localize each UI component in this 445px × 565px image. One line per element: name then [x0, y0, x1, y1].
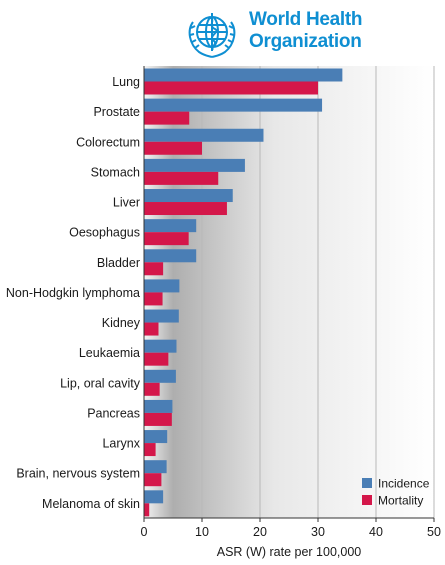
bar-incidence [144, 460, 167, 474]
bar-incidence [144, 369, 176, 383]
legend: Incidence Mortality [362, 477, 430, 508]
bar-incidence [144, 68, 343, 82]
x-tick-label: 10 [195, 525, 209, 539]
who-logo: World Health Organization [183, 6, 373, 62]
legend-mortality-swatch [362, 495, 372, 505]
bar-incidence [144, 339, 177, 353]
x-tick-label: 20 [253, 525, 267, 539]
bar-mortality [144, 382, 160, 396]
who-wordmark: World Health Organization [249, 9, 363, 53]
x-axis-title: ASR (W) rate per 100,000 [217, 545, 362, 559]
bar-incidence [144, 128, 264, 142]
category-label: Liver [113, 196, 140, 210]
bar-mortality [144, 412, 172, 426]
category-labels: Lung Prostate Colorectum Stomach Liver Oesoph… [6, 75, 141, 511]
bars [144, 68, 343, 517]
category-label: Non-Hodgkin lymphoma [6, 286, 140, 300]
x-axis: 0 10 20 30 40 50 [141, 66, 441, 539]
category-label: Bladder [97, 256, 140, 270]
bar-incidence [144, 98, 323, 112]
logo-line-2: Organization [249, 31, 362, 52]
category-label: Leukaemia [79, 346, 140, 360]
bar-incidence [144, 158, 245, 172]
category-label: Oesophagus [69, 226, 140, 240]
bar-incidence [144, 279, 180, 293]
bar-mortality [144, 443, 156, 457]
category-label: Colorectum [76, 135, 140, 149]
category-label: Stomach [91, 165, 140, 179]
x-tick-label: 0 [141, 525, 148, 539]
bar-mortality [144, 171, 219, 185]
category-label: Brain, nervous system [16, 467, 140, 481]
bar-mortality [144, 232, 189, 246]
bar-mortality [144, 473, 162, 487]
category-label: Lip, oral cavity [60, 376, 141, 390]
legend-incidence-label: Incidence [378, 477, 430, 491]
bar-mortality [144, 352, 169, 366]
logo-line-1: World Health [249, 9, 363, 30]
bar-incidence [144, 249, 197, 263]
bar-mortality [144, 262, 164, 276]
bar-mortality [144, 292, 163, 306]
bar-incidence [144, 430, 168, 444]
x-tick-label: 40 [369, 525, 383, 539]
bar-incidence [144, 399, 173, 413]
bar-mortality [144, 81, 318, 95]
legend-mortality-label: Mortality [378, 494, 423, 508]
x-tick-label: 30 [311, 525, 325, 539]
category-label: Lung [112, 75, 140, 89]
category-label: Melanoma of skin [42, 497, 140, 511]
legend-incidence-swatch [362, 478, 372, 488]
bar-incidence [144, 189, 233, 203]
bar-incidence [144, 490, 164, 504]
bar-mortality [144, 141, 202, 155]
category-label: Prostate [93, 105, 140, 119]
bar-incidence [144, 309, 179, 323]
bar-incidence [144, 219, 197, 233]
who-emblem-icon [188, 13, 236, 58]
category-label: Larynx [102, 437, 140, 451]
category-label: Kidney [102, 316, 141, 330]
bar-mortality [144, 503, 150, 517]
bar-mortality [144, 322, 159, 336]
bar-mortality [144, 111, 190, 125]
bar-mortality [144, 202, 227, 216]
x-tick-label: 50 [427, 525, 441, 539]
category-label: Pancreas [87, 406, 140, 420]
